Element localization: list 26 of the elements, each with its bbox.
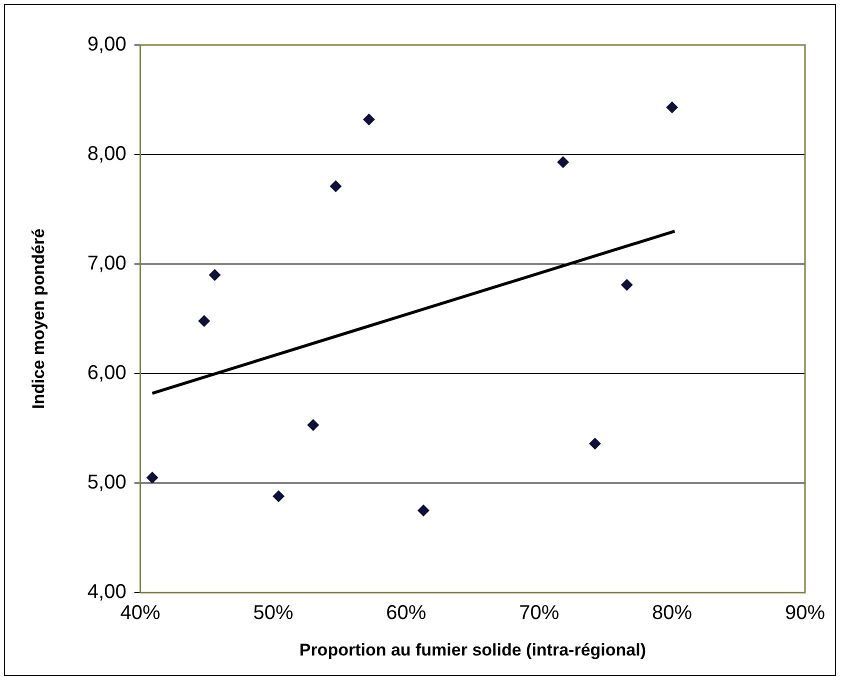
x-tick-label: 70% <box>519 602 560 624</box>
point <box>198 314 210 327</box>
y-tick-label: 4,00 <box>87 581 126 604</box>
y-tick-label: 9,00 <box>87 34 126 56</box>
y-tick-label: 7,00 <box>87 252 126 275</box>
point <box>557 156 570 168</box>
x-tick-label: 40% <box>120 602 161 624</box>
point <box>417 504 430 516</box>
point <box>146 472 158 484</box>
point <box>362 113 375 126</box>
x-tick-label: 90% <box>784 602 826 624</box>
x-tick-label: 60% <box>386 602 426 624</box>
point <box>208 268 221 281</box>
point <box>330 180 342 192</box>
point <box>307 419 320 432</box>
y-tick-label: 8,00 <box>87 143 126 166</box>
point <box>666 101 678 114</box>
y-tick-label: 5,00 <box>87 472 126 494</box>
y-tick-label: 6,00 <box>87 362 126 384</box>
point <box>588 438 601 450</box>
point <box>272 490 285 502</box>
y-axis-title: Indice moyen pondéré <box>28 228 48 410</box>
x-tick-label: 50% <box>253 602 294 624</box>
x-tick-label: 80% <box>652 602 692 624</box>
point <box>620 278 633 291</box>
x-axis-title: Proportion au fumier solide (intra-régional) <box>299 640 646 660</box>
